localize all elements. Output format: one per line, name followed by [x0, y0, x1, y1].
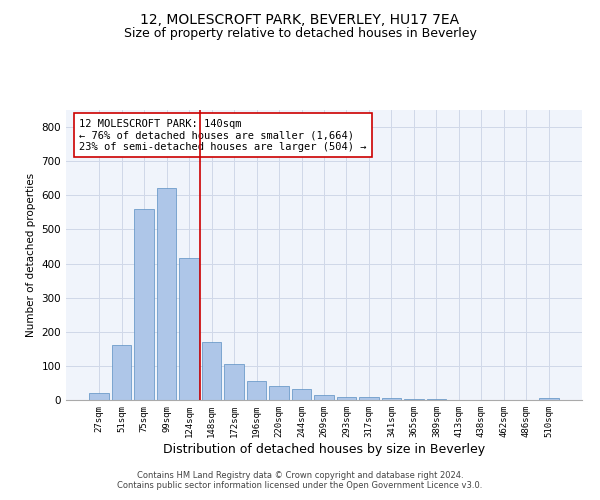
Text: Contains HM Land Registry data © Crown copyright and database right 2024.
Contai: Contains HM Land Registry data © Crown c… — [118, 470, 482, 490]
Bar — [337, 396, 356, 400]
Bar — [202, 342, 221, 400]
Bar — [314, 395, 334, 400]
Bar — [359, 397, 379, 400]
Bar — [404, 398, 424, 400]
Bar — [157, 188, 176, 400]
Bar — [224, 364, 244, 400]
Bar — [539, 398, 559, 400]
Bar — [292, 389, 311, 400]
Bar — [382, 398, 401, 400]
Bar — [269, 386, 289, 400]
Text: 12, MOLESCROFT PARK, BEVERLEY, HU17 7EA: 12, MOLESCROFT PARK, BEVERLEY, HU17 7EA — [140, 12, 460, 26]
Bar — [89, 393, 109, 400]
Y-axis label: Number of detached properties: Number of detached properties — [26, 173, 36, 337]
X-axis label: Distribution of detached houses by size in Beverley: Distribution of detached houses by size … — [163, 442, 485, 456]
Bar — [112, 346, 131, 400]
Bar — [134, 209, 154, 400]
Bar — [247, 381, 266, 400]
Bar — [179, 258, 199, 400]
Text: 12 MOLESCROFT PARK: 140sqm
← 76% of detached houses are smaller (1,664)
23% of s: 12 MOLESCROFT PARK: 140sqm ← 76% of deta… — [79, 118, 367, 152]
Text: Size of property relative to detached houses in Beverley: Size of property relative to detached ho… — [124, 28, 476, 40]
